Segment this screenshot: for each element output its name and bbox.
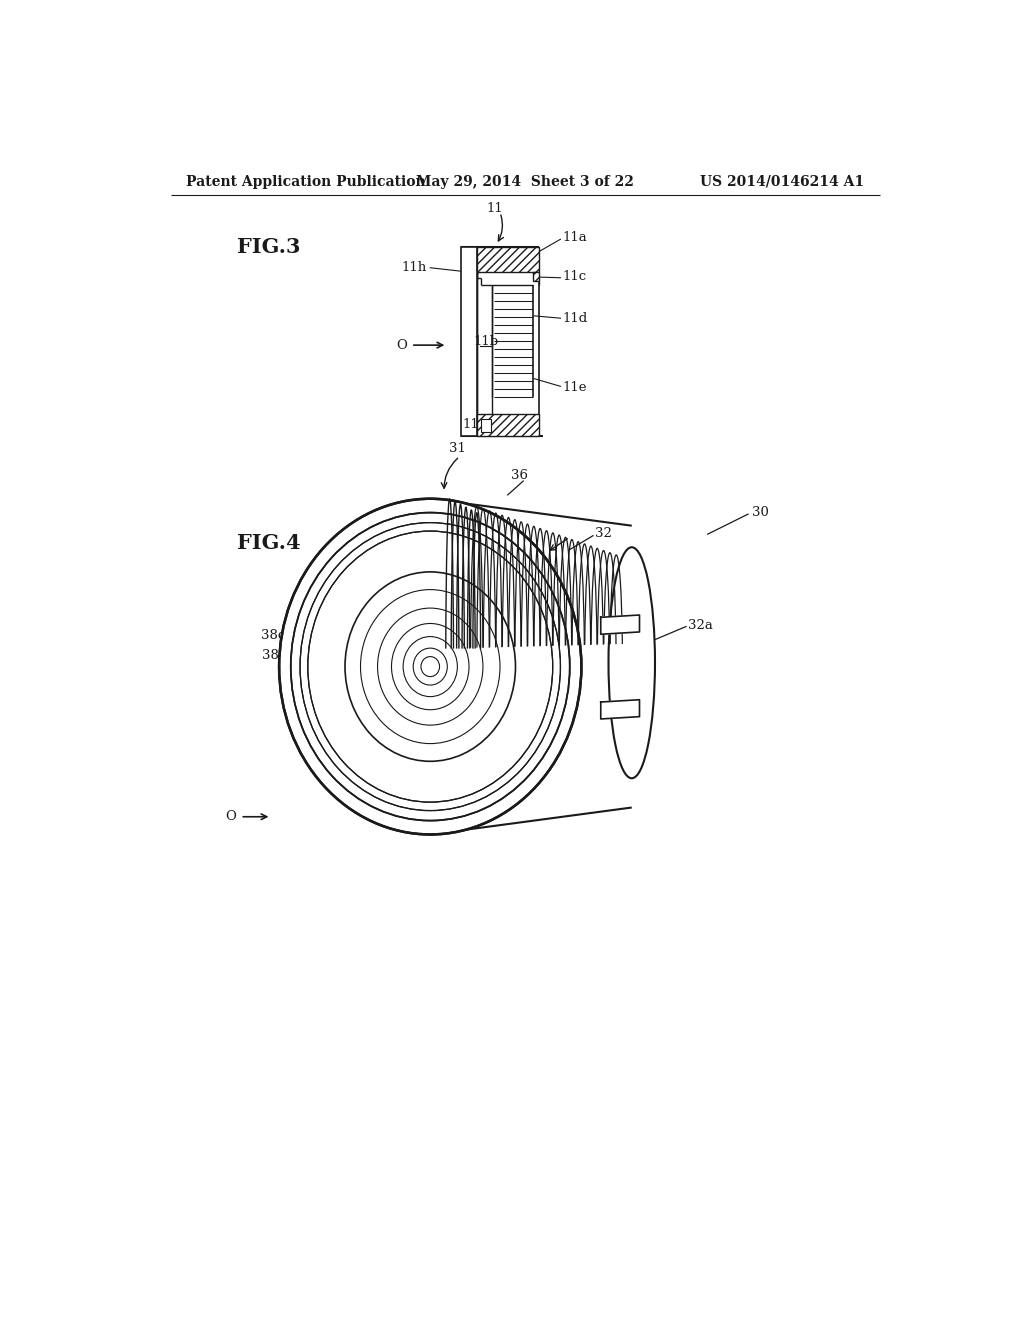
Text: 37: 37 xyxy=(626,702,643,715)
Text: 37: 37 xyxy=(626,618,643,631)
Text: O: O xyxy=(225,810,237,824)
Text: 31: 31 xyxy=(449,442,466,455)
Text: FIG.4: FIG.4 xyxy=(237,533,300,553)
Text: FIG.3: FIG.3 xyxy=(237,238,300,257)
Text: Patent Application Publication: Patent Application Publication xyxy=(186,174,426,189)
Bar xyxy=(477,247,539,272)
Text: 36: 36 xyxy=(511,469,528,482)
Polygon shape xyxy=(601,615,640,635)
Ellipse shape xyxy=(608,548,655,779)
Text: 38e: 38e xyxy=(262,649,287,663)
Text: 33: 33 xyxy=(314,576,331,589)
Bar xyxy=(477,414,539,436)
Text: 11a: 11a xyxy=(562,231,587,244)
Text: 38d: 38d xyxy=(261,630,287,643)
Text: 38b: 38b xyxy=(431,748,457,762)
Text: 11b: 11b xyxy=(473,335,499,347)
Text: May 29, 2014  Sheet 3 of 22: May 29, 2014 Sheet 3 of 22 xyxy=(416,174,634,189)
Text: 11e: 11e xyxy=(562,381,587,395)
Text: O: O xyxy=(396,339,407,351)
Text: 38: 38 xyxy=(418,640,435,653)
Text: 32a: 32a xyxy=(688,619,713,631)
Bar xyxy=(461,247,477,436)
Text: 30: 30 xyxy=(752,506,769,519)
Text: US 2014/0146214 A1: US 2014/0146214 A1 xyxy=(700,174,864,189)
Text: 11f: 11f xyxy=(462,417,483,430)
Text: 11g: 11g xyxy=(479,417,505,430)
Polygon shape xyxy=(601,700,640,719)
Text: 11h: 11h xyxy=(401,261,426,275)
Text: 11c: 11c xyxy=(562,269,586,282)
Text: 38a: 38a xyxy=(352,748,377,762)
Ellipse shape xyxy=(280,499,582,834)
Text: 11d: 11d xyxy=(562,312,587,325)
Text: 11: 11 xyxy=(486,202,503,215)
Text: 32: 32 xyxy=(595,527,611,540)
Bar xyxy=(532,272,539,281)
Bar xyxy=(480,420,492,432)
